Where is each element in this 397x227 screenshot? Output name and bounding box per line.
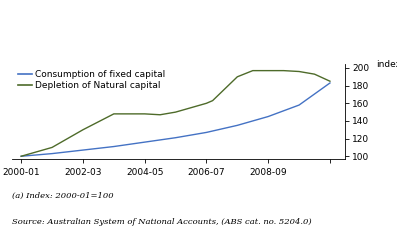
Depletion of Natural capital	[173, 111, 178, 114]
Depletion of Natural capital	[19, 155, 23, 158]
Consumption of fixed capital	[81, 149, 85, 151]
Consumption of fixed capital	[19, 155, 23, 158]
Depletion of Natural capital	[158, 114, 162, 116]
Consumption of fixed capital	[266, 115, 271, 118]
Depletion of Natural capital	[251, 69, 255, 72]
Depletion of Natural capital	[297, 70, 301, 73]
Depletion of Natural capital	[210, 99, 215, 102]
Text: (a) Index: 2000-01=100: (a) Index: 2000-01=100	[12, 192, 114, 200]
Depletion of Natural capital	[50, 146, 54, 149]
Consumption of fixed capital	[112, 145, 116, 148]
Depletion of Natural capital	[281, 69, 286, 72]
Depletion of Natural capital	[142, 113, 147, 115]
Depletion of Natural capital	[204, 102, 209, 105]
Consumption of fixed capital	[235, 124, 240, 127]
Depletion of Natural capital	[189, 106, 193, 109]
Depletion of Natural capital	[328, 80, 332, 83]
Consumption of fixed capital	[328, 82, 332, 84]
Line: Depletion of Natural capital: Depletion of Natural capital	[21, 71, 330, 156]
Legend: Consumption of fixed capital, Depletion of Natural capital: Consumption of fixed capital, Depletion …	[16, 68, 168, 92]
Depletion of Natural capital	[112, 113, 116, 115]
Text: Source: Australian System of National Accounts, (ABS cat. no. 5204.0): Source: Australian System of National Ac…	[12, 218, 312, 226]
Consumption of fixed capital	[297, 104, 301, 106]
Consumption of fixed capital	[173, 136, 178, 139]
Consumption of fixed capital	[142, 141, 147, 143]
Consumption of fixed capital	[204, 131, 209, 134]
Depletion of Natural capital	[312, 73, 317, 76]
Y-axis label: index: index	[376, 60, 397, 69]
Line: Consumption of fixed capital: Consumption of fixed capital	[21, 83, 330, 156]
Consumption of fixed capital	[50, 152, 54, 155]
Depletion of Natural capital	[235, 75, 240, 78]
Depletion of Natural capital	[81, 128, 85, 131]
Depletion of Natural capital	[266, 69, 271, 72]
